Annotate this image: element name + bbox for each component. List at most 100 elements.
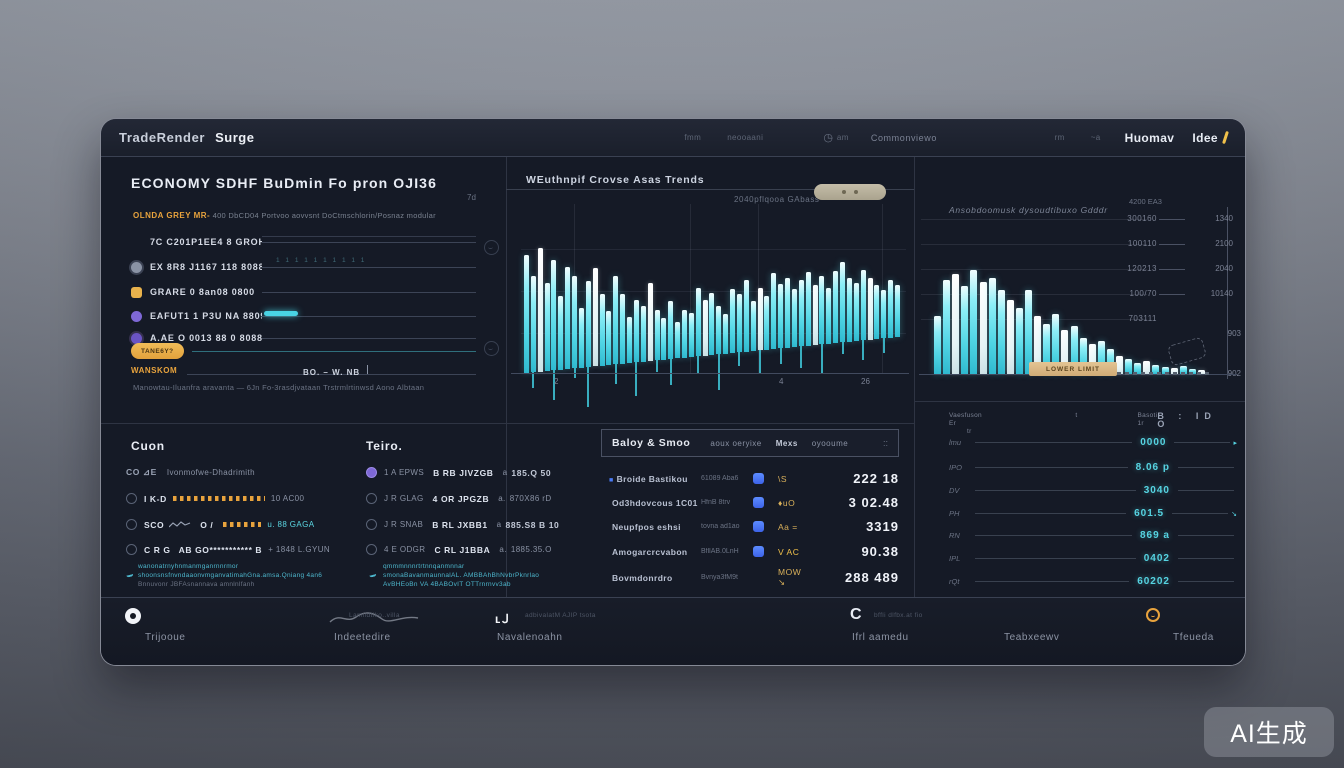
- field-4-input[interactable]: [262, 310, 476, 317]
- radio-icon[interactable]: [366, 493, 377, 504]
- topbar-mini-1[interactable]: rm: [1054, 133, 1065, 142]
- radio-icon[interactable]: [126, 519, 137, 530]
- nav-item-3[interactable]: Navalenoahn: [497, 632, 563, 643]
- teiro-row-1[interactable]: 1 A EPWS B RB JIVZGB a 185.Q 50: [366, 467, 551, 478]
- hint-face-icon-2[interactable]: [484, 341, 499, 356]
- nav-item-2[interactable]: Indeetedire: [334, 632, 391, 643]
- position-row[interactable]: Neupfpos eshsi tovna ad1ao Aa = 3319: [609, 519, 899, 534]
- divider-horizontal-right: [914, 401, 1245, 402]
- positions-tab-3[interactable]: oyooume: [811, 438, 849, 448]
- readout-row[interactable]: rQt 60202: [949, 576, 1237, 587]
- readout-row[interactable]: IPL 0402: [949, 553, 1237, 564]
- distribution-bar-chart[interactable]: [934, 270, 1206, 374]
- cuon-row-4[interactable]: C R G AB GO*********** B + 1848 L.GYUN: [126, 544, 330, 555]
- hint-face-icon-1[interactable]: [484, 240, 499, 255]
- range-value: BO. – W. NB: [302, 368, 361, 377]
- readout-row[interactable]: DV 3040: [949, 485, 1237, 496]
- app-window: TradeRender Surge fmm neooaani ◷ am Comm…: [100, 118, 1246, 666]
- teiro-row-2[interactable]: J R GLAG 4 OR JPGZB a. 870X86 rD: [366, 493, 552, 504]
- teiro-row-3-pre: a: [496, 520, 502, 529]
- bar: [736, 294, 742, 353]
- bar: [764, 295, 770, 350]
- lower-limit-badge[interactable]: LOWER LIMIT: [1029, 362, 1117, 376]
- orange-face-icon[interactable]: [1146, 608, 1160, 622]
- position-name: Bovmdonrdro: [612, 572, 673, 583]
- readout-row[interactable]: PH 601.5 ↘: [949, 508, 1237, 519]
- nav-item-1[interactable]: Trijooue: [145, 632, 186, 643]
- teiro-row-1-bold: B RB JIVZGB: [433, 467, 494, 478]
- radio-icon[interactable]: [366, 519, 377, 530]
- gridline-h: [921, 244, 1147, 245]
- cuon-row-1[interactable]: CO ⊿E Ivonmofwe-Dhadrimith: [126, 467, 255, 478]
- bar: [1170, 368, 1178, 374]
- cuon-row-2[interactable]: I K-D 10 AC00: [126, 493, 304, 504]
- bar: [894, 285, 900, 337]
- gridline-v: [690, 204, 691, 373]
- user-name[interactable]: Huomav: [1124, 130, 1175, 145]
- readout-header-icons[interactable]: B : ID O: [1157, 411, 1217, 429]
- field-3-input[interactable]: [262, 291, 476, 293]
- position-row[interactable]: ■ Broide Bastikou 61089 Aba6 \S 222 18: [609, 471, 899, 486]
- topbar-nav-item-1[interactable]: fmm: [684, 133, 702, 142]
- cuon-footnote[interactable]: wanonatrnyhnmanmganrnnrmor shoonsnsfnvnd…: [138, 562, 363, 589]
- accent-tick-icon: [1222, 130, 1229, 145]
- topbar-mini-2[interactable]: ~a: [1090, 133, 1101, 142]
- bar: [599, 293, 605, 366]
- submit-button[interactable]: TANE6Y?: [131, 343, 184, 359]
- chart-mode-toggle[interactable]: [814, 184, 886, 200]
- nav-item-5[interactable]: Teabxeewv: [1004, 632, 1060, 643]
- nav-item-6[interactable]: Tfeueda: [1173, 632, 1214, 643]
- field-2-input[interactable]: 1 1 1 1 1 1 1 1 1 1: [262, 257, 476, 268]
- bar-wick: [779, 348, 782, 365]
- user-action-link[interactable]: Idee: [1192, 130, 1218, 145]
- readout-row[interactable]: RN 869 a: [949, 530, 1237, 541]
- bar: [709, 293, 715, 355]
- cuon-row-1-text: Ivonmofwe-Dhadrimith: [166, 468, 255, 477]
- cuon-row-3[interactable]: SCO O / u. 88 GAGA: [126, 519, 315, 530]
- positions-tab-2[interactable]: Mexs: [775, 438, 798, 448]
- teiro-row-3[interactable]: J R SNAB B RL JXBB1 a 885.S8 B 10: [366, 519, 559, 530]
- asset-badge-icon: [753, 546, 764, 557]
- position-row[interactable]: Od3hdovcous 1C01 HfnB 8trv ♦uO 3 02.48: [609, 495, 899, 510]
- progress-handle[interactable]: [264, 310, 298, 316]
- field-5-input[interactable]: [262, 337, 476, 339]
- bar: [565, 267, 571, 369]
- axis-dash: [1159, 294, 1185, 295]
- nav-item-4[interactable]: Ifrl aamedu: [852, 632, 909, 643]
- topbar-center-item[interactable]: Commonviewo: [870, 132, 937, 143]
- bar: [1143, 361, 1151, 374]
- trend-glyph-icon: \S: [778, 473, 788, 484]
- bar: [537, 247, 543, 372]
- record-donut-icon[interactable]: [125, 608, 141, 624]
- position-name: Od3hdovcous 1C01: [612, 497, 698, 508]
- period-badge[interactable]: 7d: [467, 193, 476, 202]
- radio-icon[interactable]: [126, 493, 137, 504]
- bottom-nav: Trijooue Lamlidtlko..villa Indeetedire ʟ…: [101, 597, 1245, 665]
- readout-label: RN: [949, 531, 960, 540]
- readout-row[interactable]: lmu 0000 ▸: [949, 437, 1237, 448]
- range-slider[interactable]: BO. – W. NB: [187, 362, 476, 377]
- bar: [716, 306, 722, 355]
- position-row[interactable]: Amogarcrcvabon BfllAB.0LnH V AC 90.38: [609, 544, 899, 559]
- positions-tab-1[interactable]: aoux oeryixe: [710, 438, 762, 448]
- position-row[interactable]: Bovmdonrdro Bvnya3fM9t MOW ↘ 288 489: [609, 567, 899, 588]
- teiro-row-1-value: 185.Q 50: [511, 467, 552, 478]
- readout-value: 869 a: [1139, 530, 1170, 541]
- bar: [661, 317, 667, 360]
- position-sub: tovna ad1ao: [701, 523, 740, 530]
- teiro-row-4[interactable]: 4 E ODGR C RL J1BBA a. 1885.35.O: [366, 544, 552, 555]
- topbar-nav-item-2[interactable]: neooaani: [727, 133, 764, 142]
- bar: [771, 273, 777, 349]
- trend-bar-chart[interactable]: [524, 204, 902, 407]
- radio-filled-icon[interactable]: [366, 467, 377, 478]
- asset-badge-icon: [753, 473, 764, 484]
- readout-row[interactable]: IPO 8.06 p: [949, 462, 1237, 473]
- bar: [585, 281, 591, 367]
- teiro-footnote[interactable]: qmmmnnnrtrtnnqanmnnar smonaBavanmaunnalA…: [383, 562, 583, 589]
- bar: [840, 262, 846, 343]
- kebab-menu-icon[interactable]: ::: [882, 438, 888, 448]
- radio-icon[interactable]: [366, 544, 377, 555]
- radio-icon[interactable]: [126, 544, 137, 555]
- field-1-input[interactable]: [262, 235, 476, 243]
- bar: [640, 305, 646, 362]
